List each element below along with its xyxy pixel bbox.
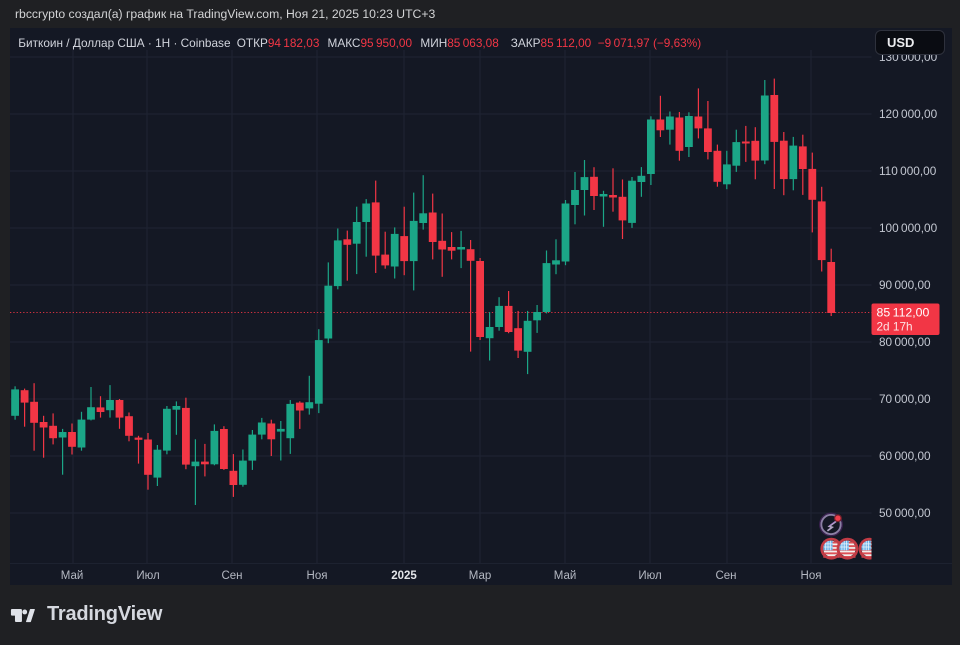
svg-text:60 000,00: 60 000,00 <box>879 449 931 463</box>
svg-text:Ноя: Ноя <box>307 570 328 582</box>
svg-text:Сен: Сен <box>715 570 736 582</box>
svg-text:Май: Май <box>554 570 577 582</box>
svg-text:Май: Май <box>61 570 84 582</box>
svg-text:90 000,00: 90 000,00 <box>879 278 931 292</box>
svg-text:120 000,00: 120 000,00 <box>879 107 938 121</box>
svg-text:2d 17h: 2d 17h <box>877 320 913 334</box>
svg-text:70 000,00: 70 000,00 <box>879 392 931 406</box>
svg-text:80 000,00: 80 000,00 <box>879 335 931 349</box>
svg-text:Июл: Июл <box>638 570 661 582</box>
svg-text:85 112,00: 85 112,00 <box>877 306 930 320</box>
svg-text:Сен: Сен <box>221 570 242 582</box>
svg-text:110 000,00: 110 000,00 <box>879 164 937 178</box>
svg-text:50 000,00: 50 000,00 <box>879 506 931 520</box>
svg-text:Мар: Мар <box>469 570 492 582</box>
svg-text:Июл: Июл <box>136 570 159 582</box>
svg-text:100 000,00: 100 000,00 <box>879 221 938 235</box>
svg-text:Ноя: Ноя <box>801 570 822 582</box>
svg-text:2025: 2025 <box>391 570 417 582</box>
